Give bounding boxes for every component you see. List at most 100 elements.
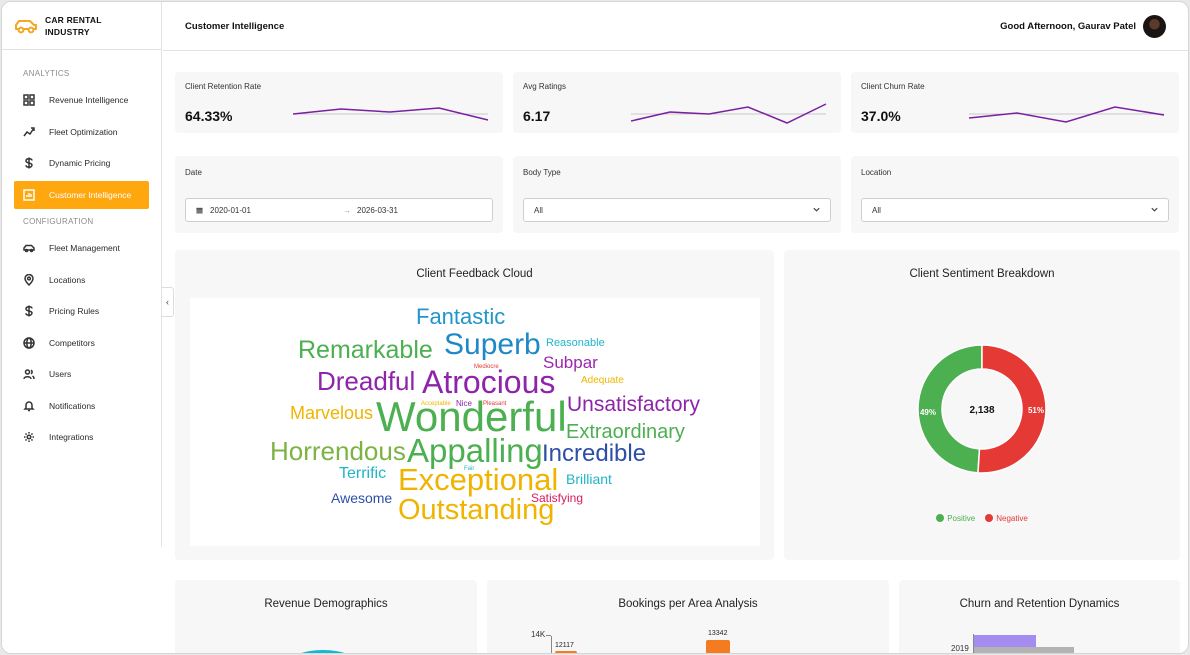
sidebar-item-customer-intelligence[interactable]: Customer Intelligence — [14, 180, 149, 209]
date-from[interactable]: 2020-01-01 — [210, 206, 251, 215]
y-axis — [973, 634, 974, 653]
donut-slice-negative[interactable] — [977, 344, 1047, 474]
y-tick-label: 14K — [531, 630, 546, 639]
legend-dot — [936, 514, 945, 522]
section-title: Client Feedback Cloud — [416, 268, 533, 280]
bar[interactable] — [974, 635, 1036, 647]
top-header: Customer Intelligence Good Afternoon, Ga… — [163, 2, 1188, 51]
kpi-card-retention: Client Retention Rate 64.33% — [175, 72, 503, 133]
cloud-word: Horrendous — [270, 436, 406, 466]
cloud-word: Fantastic — [416, 304, 506, 329]
legend-label: Positive — [947, 514, 976, 523]
filter-label: Body Type — [523, 168, 561, 177]
section-title: Churn and Retention Dynamics — [959, 598, 1120, 610]
bar[interactable] — [555, 651, 577, 653]
cloud-word: Remarkable — [298, 336, 433, 364]
sparkline-ratings — [631, 103, 827, 124]
sidebar-item-users[interactable]: Users — [14, 360, 149, 388]
sidebar-item-label: Competitors — [49, 337, 95, 348]
date-to[interactable]: 2026-03-31 — [357, 206, 398, 215]
cloud-word: Terrific — [339, 465, 387, 482]
cloud-word: Extraordinary — [566, 421, 685, 443]
kpi-label: Avg Ratings — [523, 82, 566, 91]
bar[interactable] — [974, 647, 1074, 653]
brand[interactable]: CAR RENTAL INDUSTRY — [2, 2, 161, 50]
cloud-word: Pleasant — [483, 401, 507, 407]
brand-name: CAR RENTAL INDUSTRY — [45, 14, 102, 37]
chevron-left-icon: ‹ — [166, 297, 169, 307]
cloud-word: Acceptable — [421, 401, 451, 407]
bell-icon — [23, 400, 35, 412]
section-analytics: ANALYTICS — [23, 69, 70, 78]
sidebar-item-label: Notifications — [49, 400, 96, 411]
sparkline-churn — [969, 106, 1165, 123]
sidebar-item-label: Customer Intelligence — [49, 189, 132, 200]
sidebar-item-revenue-intelligence[interactable]: Revenue Intelligence — [14, 86, 149, 114]
filter-label: Location — [861, 168, 892, 177]
legend-label: Negative — [996, 514, 1028, 523]
users-icon — [23, 368, 35, 380]
y-tick — [546, 635, 551, 636]
avatar[interactable] — [1143, 14, 1166, 38]
sidebar-item-integrations[interactable]: Integrations — [14, 423, 149, 451]
section-title: Bookings per Area Analysis — [618, 598, 758, 610]
date-range-picker[interactable]: 2020-01-01 → 2026-03-31 — [185, 198, 493, 222]
sidebar-item-label: Dynamic Pricing — [49, 158, 111, 168]
sidebar-item-label: Revenue Intelligence — [49, 95, 129, 105]
cloud-word: Mediocre — [474, 364, 499, 370]
cloud-word: Reasonable — [546, 337, 605, 349]
bar-value-label: 13342 — [708, 630, 728, 637]
legend-positive[interactable]: Positive — [936, 514, 975, 523]
cloud-word: Marvelous — [290, 403, 374, 423]
cloud-word: Exceptional — [398, 462, 559, 497]
cloud-word: Appalling — [407, 432, 543, 469]
positive-pct-label: 49% — [920, 408, 936, 417]
globe-icon — [23, 336, 35, 349]
sidebar-item-dynamic-pricing[interactable]: Dynamic Pricing — [14, 149, 149, 177]
sidebar-item-pricing-rules[interactable]: Pricing Rules — [14, 297, 149, 325]
kpi-card-churn: Client Churn Rate 37.0% — [851, 72, 1179, 133]
sidebar-item-fleet-optimization[interactable]: Fleet Optimization — [14, 118, 149, 146]
sentiment-card: Client Sentiment Breakdown 2,138 49% 51%… — [784, 250, 1180, 560]
grid-icon — [23, 94, 35, 106]
cloud-word: Nice — [456, 399, 473, 408]
cloud-word: Wonderful — [376, 393, 567, 440]
location-select[interactable]: All — [861, 198, 1169, 222]
body-type-select[interactable]: All — [523, 198, 831, 222]
sidebar-item-fleet-management[interactable]: Fleet Management — [14, 234, 149, 262]
cloud-word: Brilliant — [566, 471, 612, 487]
sparkline-retention — [293, 107, 489, 121]
pie-chart-peek — [287, 650, 359, 653]
calendar-icon — [196, 207, 203, 214]
kpi-value: 37.0% — [861, 108, 901, 124]
section-title: Client Sentiment Breakdown — [909, 268, 1055, 280]
cloud-word: Unsatisfactory — [567, 393, 701, 416]
dollar-icon — [23, 305, 35, 317]
legend-negative[interactable]: Negative — [985, 514, 1028, 523]
pin-icon — [23, 273, 35, 286]
chart-icon — [23, 188, 35, 201]
y-tick-label: 2019 — [951, 644, 969, 653]
user-greeting[interactable]: Good Afternoon, Gaurav Patel — [1000, 14, 1166, 38]
sidebar-item-label: Integrations — [49, 432, 94, 442]
cloud-word: Atrocious — [422, 364, 556, 400]
cloud-word: Awesome — [331, 490, 393, 506]
kpi-value: 6.17 — [523, 108, 551, 124]
sidebar-item-label: Users — [49, 369, 72, 379]
sidebar-collapse-button[interactable]: ‹ — [162, 287, 174, 317]
cloud-word: Dreadful — [317, 366, 416, 396]
sidebar-item-label: Pricing Rules — [49, 306, 100, 316]
donut-slice-positive[interactable] — [917, 344, 983, 474]
sidebar-item-competitors[interactable]: Competitors — [14, 329, 149, 357]
kpi-label: Client Retention Rate — [185, 82, 262, 91]
word-cloud: Fantastic Superb Remarkable Reasonable S… — [190, 298, 760, 546]
kpi-label: Client Churn Rate — [861, 82, 925, 91]
sidebar-item-notifications[interactable]: Notifications — [14, 392, 149, 420]
sidebar: CAR RENTAL INDUSTRY ANALYTICS Revenue In… — [2, 2, 162, 547]
section-configuration: CONFIGURATION — [23, 217, 94, 226]
bar[interactable] — [706, 640, 730, 653]
cloud-word: Satisfying — [531, 491, 584, 505]
sidebar-item-locations[interactable]: Locations — [14, 266, 149, 294]
filter-label: Date — [185, 168, 202, 177]
